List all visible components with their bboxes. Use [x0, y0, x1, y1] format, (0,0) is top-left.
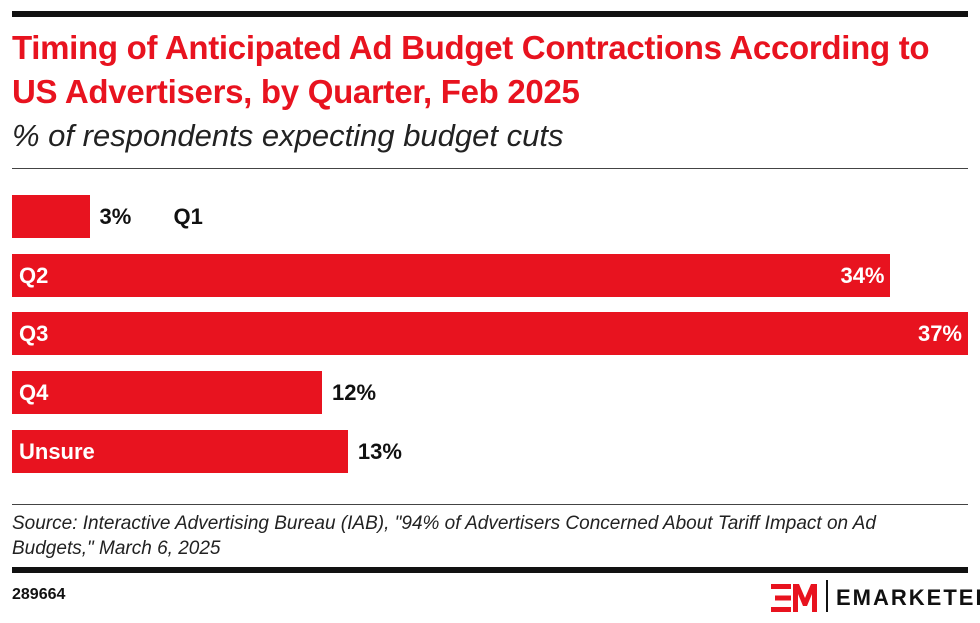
- bar-q2: [12, 254, 891, 297]
- bar-q4: [12, 371, 323, 414]
- value-label: 34%: [840, 263, 885, 288]
- brand-name: EMARKETER: [836, 585, 980, 610]
- category-label: Unsure: [19, 439, 95, 464]
- source-note: Source: Interactive Advertising Bureau (…: [12, 513, 876, 559]
- chart-subtitle: % of respondents expecting budget cuts: [12, 118, 564, 153]
- category-label: Q3: [19, 321, 49, 346]
- chart-id: 289664: [12, 586, 66, 603]
- category-label: Q1: [173, 204, 203, 229]
- bar-unsure: [12, 430, 348, 473]
- header-divider: [12, 168, 968, 169]
- source-divider: [12, 504, 968, 505]
- emarketer-logo-icon: [771, 584, 817, 612]
- bar-q1: [12, 195, 90, 238]
- category-label: Q2: [19, 263, 49, 288]
- value-label: 13%: [357, 439, 402, 464]
- bar-q3: [12, 312, 968, 355]
- logo-divider: [826, 580, 828, 612]
- bottom-bar: [12, 567, 968, 573]
- value-label: 3%: [99, 204, 132, 229]
- value-label: 37%: [917, 321, 962, 346]
- value-label: 12%: [332, 380, 377, 405]
- chart-title: Timing of Anticipated Ad Budget Contract…: [12, 29, 930, 110]
- category-label: Q4: [19, 380, 49, 405]
- top-bar: [12, 11, 968, 17]
